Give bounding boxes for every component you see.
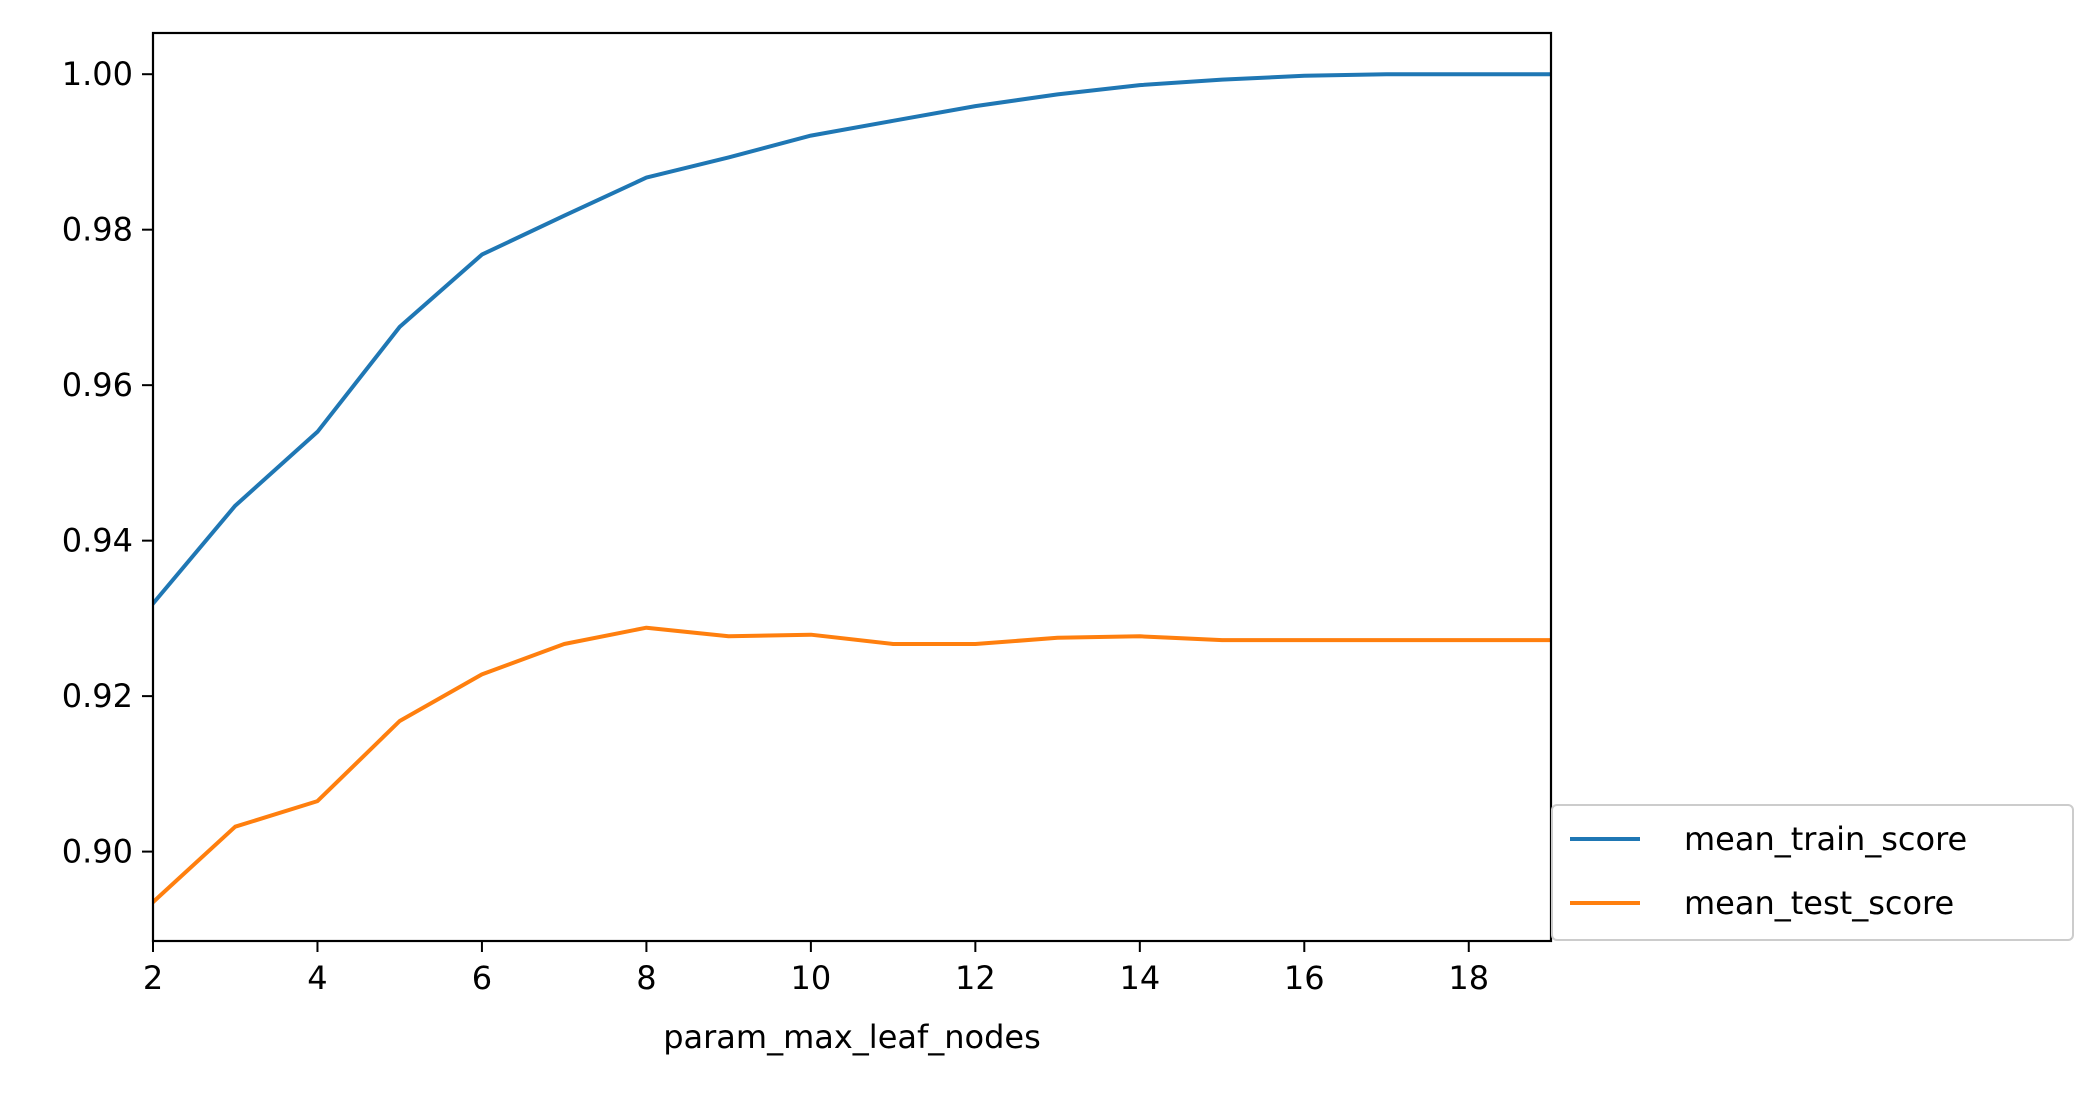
series-lines	[153, 72, 1551, 905]
x-tick-label: 4	[307, 959, 327, 997]
plot-frame	[151, 31, 1553, 943]
y-tick-label: 0.92	[62, 677, 133, 715]
x-tick-label: 10	[791, 959, 832, 997]
y-tick-label: 0.96	[62, 366, 133, 404]
x-tick-label: 18	[1448, 959, 1489, 997]
y-tick-label: 0.90	[62, 833, 133, 871]
legend-label-mean-test-score: mean_test_score	[1684, 884, 1954, 922]
y-tick-label: 0.98	[62, 211, 133, 249]
x-tick-label: 6	[472, 959, 492, 997]
legend-label-mean-train-score: mean_train_score	[1684, 820, 1967, 858]
y-tick-label: 1.00	[62, 55, 133, 93]
x-tick-label: 12	[955, 959, 996, 997]
x-tick-label: 14	[1119, 959, 1160, 997]
legend: mean_train_score mean_test_score	[1551, 804, 2074, 941]
series-line-mean-test-score	[153, 625, 1551, 905]
series-line-mean-train-score	[153, 72, 1551, 607]
x-tick-label: 8	[636, 959, 656, 997]
axes: 2 4 6 8 10 12 14 16 18 0.90 0.92 0.94 0.96 0.98 1.00 pa…	[62, 31, 1553, 1056]
x-axis-label: param_max_leaf_nodes	[663, 1018, 1041, 1056]
x-tick-label: 2	[143, 959, 163, 997]
y-tick-label: 0.94	[62, 522, 133, 560]
x-tick-label: 16	[1284, 959, 1325, 997]
legend-box	[1551, 804, 2074, 941]
